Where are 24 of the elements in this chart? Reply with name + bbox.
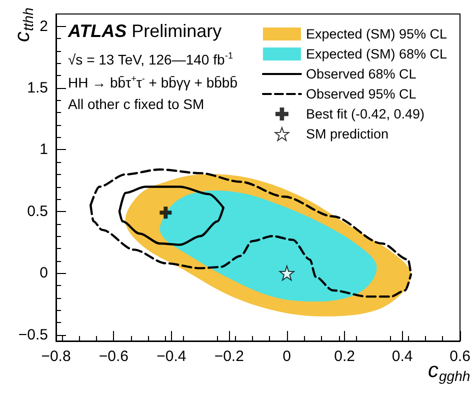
x-tick-label: 0: [282, 348, 292, 365]
y-axis-title: ctthh: [11, 7, 36, 42]
y-tick-label: 1.5: [27, 80, 48, 97]
x-tick-label: −0.2: [214, 348, 244, 365]
annotation: HH → bb̄τ+τ- + bb̄γγ + bb̄bb̄: [68, 74, 238, 90]
legend-label: Expected (SM) 95% CL: [306, 26, 448, 42]
legend-label: Best fit (-0.42, 0.49): [306, 106, 425, 122]
legend-label: Observed 68% CL: [306, 66, 417, 82]
y-tick-label: 0.5: [27, 202, 48, 220]
x-tick-label: 0.4: [392, 348, 413, 365]
y-tick-label: −0.5: [18, 326, 48, 344]
legend-label: Observed 95% CL: [306, 86, 417, 102]
x-tick-label: −0.4: [156, 348, 186, 365]
x-tick-label: 0.2: [334, 348, 355, 365]
y-tick-label: 0: [40, 264, 48, 282]
x-tick-label: −0.8: [41, 348, 71, 365]
x-tick-label: −0.6: [98, 348, 129, 365]
y-tick-label: 2: [40, 18, 48, 35]
annotation: All other c fixed to SM: [68, 96, 204, 112]
annotation: ATLAS Preliminary: [67, 21, 222, 41]
legend-label: Expected (SM) 68% CL: [306, 46, 448, 62]
y-tick-label: 1: [40, 141, 48, 158]
legend-label: SM prediction: [306, 126, 388, 142]
x-tick-label: 0.6: [450, 348, 470, 365]
